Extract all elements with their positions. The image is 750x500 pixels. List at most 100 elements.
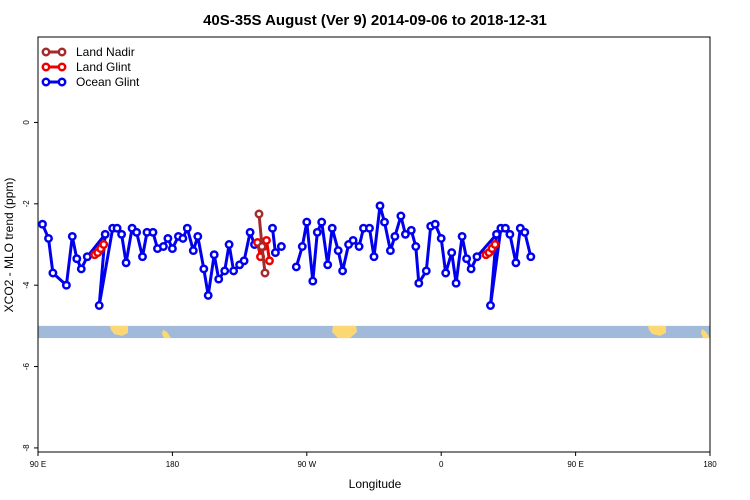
data-point bbox=[67, 231, 77, 241]
data-point bbox=[112, 223, 122, 233]
data-point bbox=[220, 266, 230, 276]
data-point bbox=[457, 231, 467, 241]
data-point bbox=[44, 233, 53, 243]
data-point bbox=[472, 252, 482, 262]
legend-item: Land Nadir bbox=[41, 45, 135, 59]
y-tick-label: -4 bbox=[22, 281, 31, 289]
data-point bbox=[276, 242, 286, 251]
series-layer bbox=[38, 201, 536, 310]
data-point bbox=[76, 264, 86, 274]
land-mass bbox=[332, 325, 357, 339]
data-point bbox=[451, 278, 461, 288]
data-point bbox=[385, 246, 395, 256]
data-point bbox=[99, 240, 109, 249]
land-mass bbox=[701, 328, 710, 339]
data-point bbox=[390, 231, 400, 241]
x-axis: 90 E 180 90 W 0 90 E 180 bbox=[30, 452, 717, 469]
data-point bbox=[354, 242, 364, 251]
x-tick-label: 180 bbox=[166, 460, 180, 469]
data-point bbox=[396, 211, 406, 221]
data-point bbox=[333, 246, 343, 256]
x-tick-label: 90 E bbox=[30, 460, 46, 469]
y-tick-label: -8 bbox=[22, 444, 31, 452]
x-axis-label: Longitude bbox=[349, 477, 402, 491]
y-tick-label: 0 bbox=[22, 120, 31, 125]
data-point bbox=[505, 229, 515, 239]
data-point bbox=[203, 290, 213, 300]
data-point bbox=[430, 219, 440, 229]
data-point bbox=[492, 229, 501, 239]
data-point bbox=[338, 266, 348, 276]
data-point bbox=[199, 264, 209, 274]
legend-marker bbox=[41, 47, 51, 57]
x-tick-label: 180 bbox=[703, 460, 717, 469]
data-point bbox=[158, 242, 168, 251]
data-point bbox=[229, 266, 239, 276]
data-point bbox=[308, 276, 318, 286]
series-land-nadir bbox=[254, 209, 270, 278]
data-point bbox=[365, 223, 374, 233]
data-point bbox=[265, 256, 274, 266]
data-point bbox=[38, 219, 47, 229]
legend-marker bbox=[57, 62, 67, 72]
data-point bbox=[121, 258, 131, 268]
data-point bbox=[369, 252, 379, 262]
data-point bbox=[61, 280, 71, 290]
data-point bbox=[486, 301, 495, 310]
data-point bbox=[302, 217, 312, 227]
data-point bbox=[167, 244, 177, 254]
y-axis: 0 -2 -4 -6 -8 bbox=[22, 120, 38, 452]
x-tick-label: 90 W bbox=[297, 460, 316, 469]
data-point bbox=[188, 246, 198, 256]
data-point bbox=[224, 240, 234, 249]
data-point bbox=[406, 225, 416, 235]
data-point bbox=[380, 217, 389, 227]
x-tick-label: 0 bbox=[439, 460, 444, 469]
y-tick-label: -2 bbox=[22, 200, 31, 208]
data-point bbox=[312, 227, 322, 237]
data-point bbox=[441, 268, 451, 278]
data-point bbox=[254, 209, 264, 219]
land-mass bbox=[110, 325, 128, 336]
data-point bbox=[193, 231, 203, 241]
data-point bbox=[82, 252, 92, 262]
legend-marker bbox=[57, 47, 67, 57]
data-point bbox=[262, 235, 271, 245]
data-point bbox=[214, 274, 224, 284]
data-point bbox=[466, 264, 476, 274]
data-point bbox=[178, 233, 188, 243]
ocean-band bbox=[38, 325, 710, 339]
land-mass bbox=[162, 329, 171, 339]
plot-frame bbox=[37, 36, 711, 453]
data-point bbox=[72, 254, 82, 264]
legend-marker bbox=[57, 77, 67, 87]
data-point bbox=[163, 233, 173, 243]
legend-label: Ocean Glint bbox=[76, 75, 140, 89]
data-point bbox=[209, 250, 219, 260]
legend-marker bbox=[41, 62, 51, 72]
data-point bbox=[327, 223, 337, 233]
series-ocean-glint bbox=[38, 201, 536, 310]
data-point bbox=[490, 240, 500, 249]
data-point bbox=[48, 268, 58, 278]
data-point bbox=[526, 252, 536, 262]
legend-label: Land Nadir bbox=[76, 45, 135, 59]
series-land-glint bbox=[90, 235, 500, 266]
data-point bbox=[348, 235, 358, 245]
series-line bbox=[294, 204, 533, 307]
data-point bbox=[323, 260, 333, 270]
y-tick-label: -6 bbox=[22, 362, 31, 370]
data-point bbox=[411, 242, 421, 251]
data-point bbox=[182, 223, 192, 233]
data-point bbox=[94, 301, 104, 310]
data-point bbox=[132, 227, 142, 237]
data-point bbox=[421, 266, 431, 276]
data-point bbox=[375, 201, 385, 211]
legend-label: Land Glint bbox=[76, 60, 131, 74]
legend-item: Ocean Glint bbox=[41, 75, 140, 89]
legend-marker bbox=[41, 77, 51, 87]
x-tick-label: 90 E bbox=[567, 460, 583, 469]
data-point bbox=[414, 278, 424, 288]
